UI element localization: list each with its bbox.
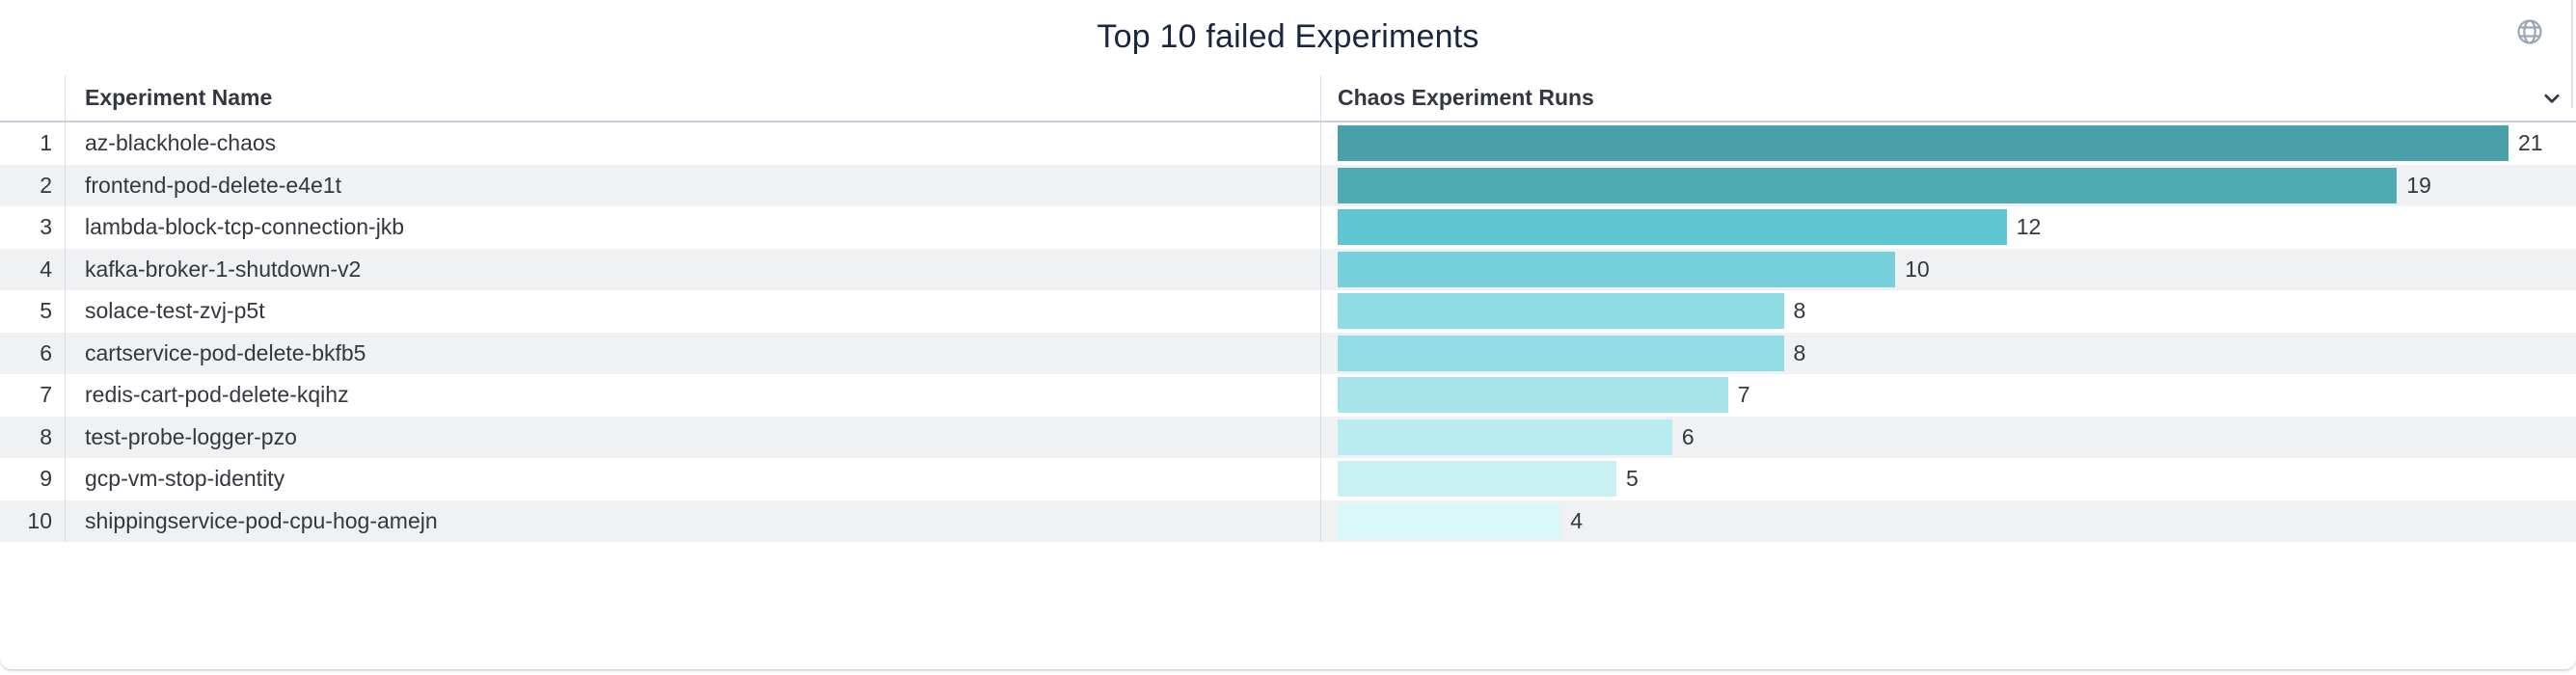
row-number: 5 — [0, 290, 66, 333]
runs-cell: 12 — [1321, 206, 2576, 249]
globe-icon[interactable] — [2516, 18, 2543, 45]
row-number: 1 — [0, 122, 66, 165]
runs-bar[interactable] — [1338, 209, 2007, 246]
runs-value-label: 4 — [1570, 507, 1583, 533]
experiment-name-cell: lambda-block-tcp-connection-jkb — [66, 206, 1321, 249]
table-row[interactable]: 1 az-blackhole-chaos 21 — [0, 122, 2576, 165]
runs-cell: 8 — [1321, 333, 2576, 375]
table-row[interactable]: 7 redis-cart-pod-delete-kqihz 7 — [0, 374, 2576, 417]
table-header-row: Experiment Name Chaos Experiment Runs — [0, 75, 2576, 122]
runs-value-label: 10 — [1905, 256, 1930, 282]
table-body: 1 az-blackhole-chaos 21 2 frontend-pod-d… — [0, 122, 2576, 542]
runs-value-label: 6 — [1681, 423, 1695, 449]
runs-bar[interactable] — [1338, 377, 1728, 414]
panel-title: Top 10 failed Experiments — [1097, 18, 1479, 55]
runs-bar[interactable] — [1338, 335, 1784, 371]
runs-value-label: 21 — [2518, 130, 2543, 156]
runs-cell: 10 — [1321, 249, 2576, 291]
runs-bar[interactable] — [1338, 167, 2398, 203]
column-header-label: Experiment Name — [85, 85, 273, 110]
runs-bar[interactable] — [1338, 502, 1561, 539]
runs-bar[interactable] — [1338, 125, 2508, 162]
runs-cell: 19 — [1321, 165, 2576, 207]
runs-bar[interactable] — [1338, 293, 1784, 330]
runs-value-label: 19 — [2406, 172, 2431, 198]
experiment-name-cell: az-blackhole-chaos — [66, 122, 1321, 165]
column-header-label: Chaos Experiment Runs — [1338, 85, 1594, 110]
experiment-name-cell: gcp-vm-stop-identity — [66, 458, 1321, 500]
row-number: 10 — [0, 500, 66, 542]
column-header-experiment-name[interactable]: Experiment Name — [66, 75, 1321, 121]
experiment-name-cell: cartservice-pod-delete-bkfb5 — [66, 332, 1321, 374]
experiment-name-cell: shippingservice-pod-cpu-hog-amejn — [66, 500, 1321, 542]
row-number: 4 — [0, 248, 66, 290]
row-number: 8 — [0, 416, 66, 458]
experiment-name-cell: solace-test-zvj-p5t — [66, 290, 1321, 333]
table-row[interactable]: 9 gcp-vm-stop-identity 5 — [0, 458, 2576, 500]
runs-cell: 6 — [1321, 417, 2576, 459]
runs-cell: 8 — [1321, 290, 2576, 333]
table-row[interactable]: 8 test-probe-logger-pzo 6 — [0, 416, 2576, 459]
row-number-column-header — [0, 75, 66, 121]
row-number: 9 — [0, 458, 66, 500]
experiment-name-cell: kafka-broker-1-shutdown-v2 — [66, 248, 1321, 290]
table-row[interactable]: 6 cartservice-pod-delete-bkfb5 8 — [0, 332, 2576, 375]
top-experiments-table: Experiment Name Chaos Experiment Runs 1 … — [0, 75, 2576, 542]
runs-cell: 21 — [1321, 122, 2576, 165]
row-number: 2 — [0, 164, 66, 206]
table-row[interactable]: 3 lambda-block-tcp-connection-jkb 12 — [0, 206, 2576, 249]
runs-cell: 5 — [1321, 458, 2576, 500]
table-row[interactable]: 5 solace-test-zvj-p5t 8 — [0, 290, 2576, 333]
runs-bar[interactable] — [1338, 418, 1672, 455]
runs-value-label: 8 — [1793, 339, 1806, 365]
chevron-down-icon — [2543, 90, 2561, 107]
runs-cell: 4 — [1321, 500, 2576, 543]
column-header-chaos-experiment-runs[interactable]: Chaos Experiment Runs — [1321, 75, 2576, 121]
table-row[interactable]: 4 kafka-broker-1-shutdown-v2 10 — [0, 248, 2576, 291]
runs-value-label: 5 — [1626, 466, 1639, 492]
runs-value-label: 7 — [1737, 382, 1750, 408]
runs-bar[interactable] — [1338, 251, 1896, 287]
runs-bar[interactable] — [1338, 461, 1616, 498]
row-number: 6 — [0, 332, 66, 374]
table-row[interactable]: 2 frontend-pod-delete-e4e1t 19 — [0, 164, 2576, 207]
experiment-name-cell: redis-cart-pod-delete-kqihz — [66, 374, 1321, 417]
runs-cell: 7 — [1321, 374, 2576, 417]
table-row[interactable]: 10 shippingservice-pod-cpu-hog-amejn 4 — [0, 500, 2576, 543]
row-number: 3 — [0, 206, 66, 249]
scrollbar-track — [2571, 0, 2573, 108]
experiment-name-cell: test-probe-logger-pzo — [66, 416, 1321, 458]
runs-value-label: 8 — [1793, 298, 1806, 324]
runs-value-label: 12 — [2016, 214, 2042, 240]
row-number: 7 — [0, 374, 66, 417]
experiment-name-cell: frontend-pod-delete-e4e1t — [66, 164, 1321, 206]
